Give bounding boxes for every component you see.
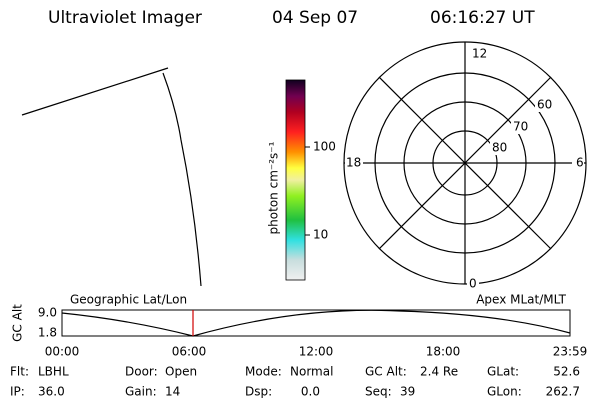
label-bg bbox=[345, 155, 363, 170]
colorbar-scale bbox=[285, 79, 306, 281]
strip-y-tick: 1.8 bbox=[38, 326, 57, 340]
limb-curve bbox=[162, 72, 202, 287]
label-bg bbox=[470, 46, 486, 60]
strip-x-tick: 18:00 bbox=[426, 345, 461, 359]
strip-title: Geographic Lat/Lon bbox=[70, 293, 187, 307]
info-label: Mode: bbox=[245, 365, 282, 379]
strip-title: Apex MLat/MLT bbox=[476, 293, 566, 307]
info-label: GLon: bbox=[487, 385, 522, 399]
mlt-label: 6 bbox=[576, 156, 584, 170]
info-label: Gain: bbox=[125, 385, 157, 399]
lat-label: 70 bbox=[513, 120, 528, 134]
colorbar-tick-label: 100 bbox=[313, 140, 336, 154]
info-label: IP: bbox=[10, 385, 25, 399]
strip-y-tick: 9.0 bbox=[38, 306, 57, 320]
label-bg bbox=[572, 155, 584, 170]
orbit-strip: Geographic Lat/Lon Apex MLat/MLT GC Alt … bbox=[11, 293, 588, 359]
info-value: LBHL bbox=[38, 365, 69, 379]
info-label: Seq: bbox=[365, 385, 392, 399]
strip-frame bbox=[61, 309, 571, 337]
info-label: Flt: bbox=[10, 365, 29, 379]
altitude-curve bbox=[61, 309, 571, 337]
polar-diagonal bbox=[378, 76, 552, 250]
info-value: 14 bbox=[165, 385, 180, 399]
label-bg bbox=[511, 119, 529, 134]
info-value: 0.0 bbox=[301, 385, 320, 399]
strip-x-tick: 12:00 bbox=[299, 345, 334, 359]
strip-x-tick: 00:00 bbox=[45, 345, 80, 359]
mlt-label: 12 bbox=[472, 47, 487, 61]
info-value: Normal bbox=[290, 365, 333, 379]
colorbar: 100 10 photon cm⁻²s⁻¹ bbox=[267, 79, 336, 281]
label-bg bbox=[535, 97, 553, 112]
strip-y-label: GC Alt bbox=[11, 304, 25, 342]
mlt-label: 0 bbox=[469, 277, 477, 291]
earth-limb bbox=[21, 67, 202, 287]
info-label: Door: bbox=[125, 365, 158, 379]
colorbar-tick-label: 10 bbox=[313, 228, 328, 242]
info-value: 2.4 Re bbox=[420, 365, 458, 379]
title: Ultraviolet Imager bbox=[48, 8, 202, 28]
label-bg bbox=[490, 140, 508, 155]
info-label: GLat: bbox=[487, 365, 519, 379]
info-value: 36.0 bbox=[38, 385, 65, 399]
lat-label: 60 bbox=[537, 98, 552, 112]
colorbar-label: photon cm⁻²s⁻¹ bbox=[267, 141, 281, 234]
info-label: Dsp: bbox=[245, 385, 272, 399]
info-label: GC Alt: bbox=[365, 365, 407, 379]
polar-plot: 12 6 18 0 60 70 80 bbox=[343, 41, 587, 291]
info-value: 39 bbox=[400, 385, 415, 399]
info-value: Open bbox=[165, 365, 197, 379]
strip-x-tick: 06:00 bbox=[172, 345, 207, 359]
lat-label: 80 bbox=[492, 141, 507, 155]
info-value: 52.6 bbox=[553, 365, 580, 379]
label-bg bbox=[467, 276, 479, 290]
limb-line bbox=[21, 67, 169, 116]
strip-x-tick: 23:59 bbox=[553, 345, 588, 359]
info-value: 262.7 bbox=[546, 385, 580, 399]
date: 04 Sep 07 bbox=[272, 8, 358, 28]
info-panel: Flt: LBHL Door: Open Mode: Normal GC Alt: 2.4 R… bbox=[10, 365, 580, 399]
time: 06:16:27 UT bbox=[430, 8, 535, 28]
mlt-label: 18 bbox=[346, 156, 361, 170]
